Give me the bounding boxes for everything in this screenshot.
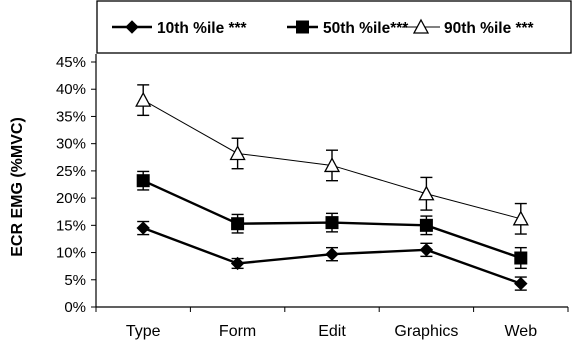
- x-tick-label: Form: [219, 323, 256, 340]
- y-tick-label: 15%: [56, 217, 86, 234]
- data-point: [512, 210, 529, 226]
- x-tick-label: Type: [126, 323, 161, 340]
- y-tick-label: 0%: [64, 299, 86, 316]
- plot-area: [135, 84, 529, 291]
- data-point: [419, 218, 433, 232]
- legend-marker: [412, 18, 430, 34]
- legend-label: 50th %ile***: [323, 20, 409, 37]
- legend-marker: [296, 20, 309, 34]
- y-tick-label: 5%: [64, 272, 86, 289]
- y-tick-label: 25%: [56, 163, 86, 180]
- y-axis-label: ECR EMG (%MVC): [9, 117, 26, 257]
- data-point: [419, 243, 434, 257]
- series-1: [136, 220, 528, 291]
- legend-box: [96, 0, 572, 54]
- legend-item: 50th %ile***: [287, 20, 409, 37]
- legend-item: 10th %ile ***: [112, 20, 248, 37]
- y-tick-label: 10%: [56, 245, 86, 262]
- y-tick-label: 30%: [56, 136, 86, 153]
- data-point: [231, 217, 245, 231]
- data-point: [136, 221, 150, 235]
- x-tick-label: Edit: [318, 323, 346, 340]
- data-point: [136, 174, 150, 188]
- legend: 10th %ile *** 50th %ile*** 90th %ile ***: [96, 0, 572, 54]
- data-point: [325, 247, 339, 261]
- data-point: [325, 216, 339, 230]
- data-point: [323, 157, 341, 173]
- legend-label: 10th %ile ***: [157, 20, 248, 37]
- y-axis: 0% 5% 10% 15% 20% 25% 30% 35% 40% 45%: [56, 54, 97, 316]
- data-point: [514, 276, 528, 291]
- series-3: [135, 84, 529, 235]
- legend-label: 90th %ile ***: [444, 20, 535, 37]
- y-tick-label: 45%: [56, 54, 86, 71]
- data-point: [229, 145, 246, 161]
- data-point: [514, 251, 528, 265]
- y-tick-label: 40%: [56, 81, 86, 98]
- legend-marker: [125, 20, 139, 34]
- data-point: [418, 185, 435, 201]
- y-tick-label: 20%: [56, 190, 86, 207]
- x-axis: Type Form Edit Graphics Web: [95, 306, 569, 340]
- x-tick-label: Graphics: [394, 323, 458, 340]
- x-tick-label: Web: [504, 323, 537, 340]
- data-point: [135, 91, 152, 107]
- data-point: [230, 256, 245, 271]
- series-2: [136, 170, 528, 270]
- legend-item: 90th %ile ***: [402, 18, 535, 37]
- y-tick-label: 35%: [56, 108, 86, 125]
